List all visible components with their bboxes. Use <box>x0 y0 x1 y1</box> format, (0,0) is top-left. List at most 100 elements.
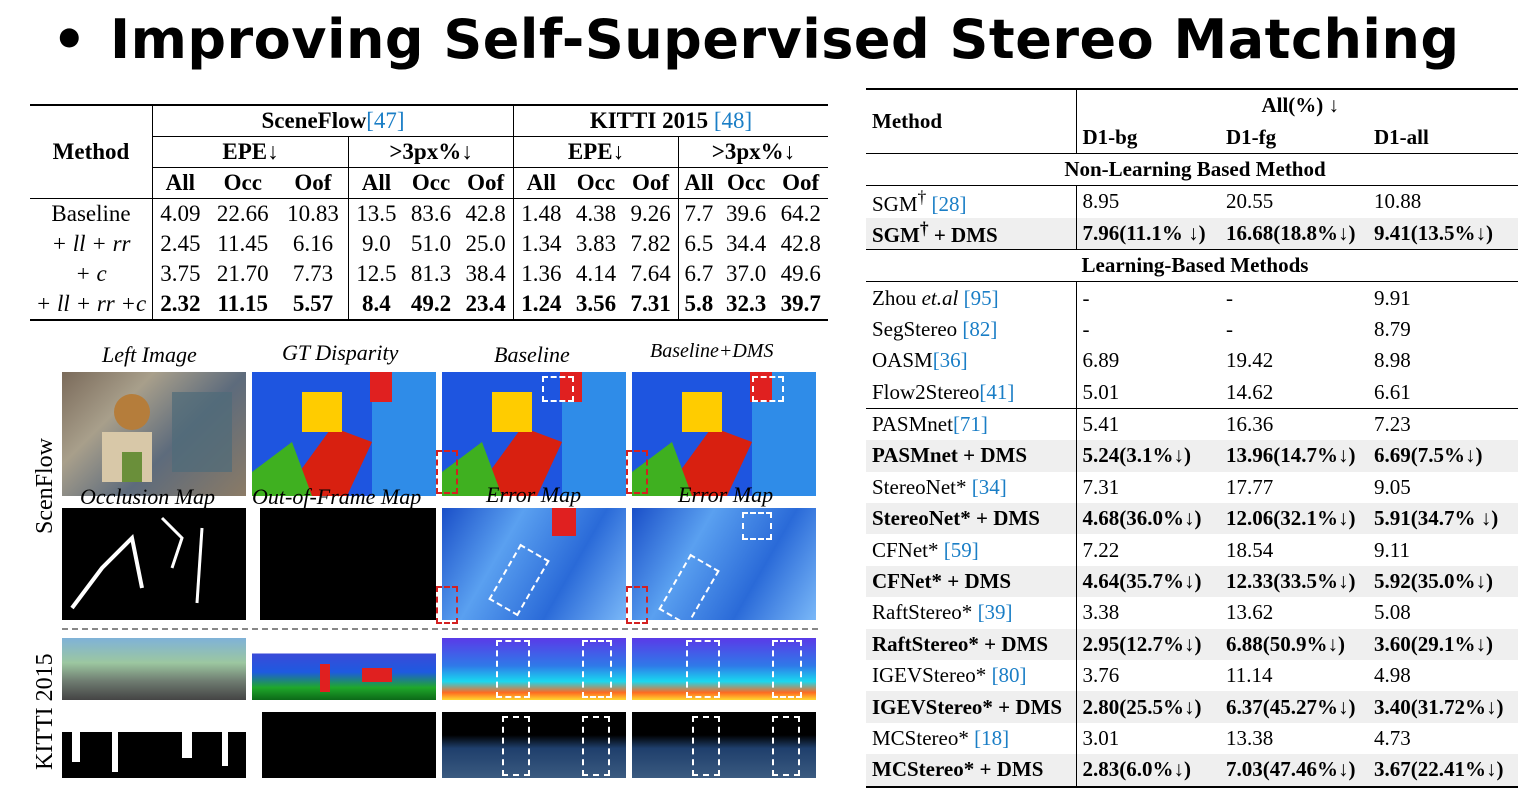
ablation-value-cell: 1.36 <box>512 259 569 289</box>
result-row: CFNet* [59] 7.22 18.54 9.11 <box>866 534 1518 566</box>
subcol-header: Occ <box>403 167 459 199</box>
value-cell: 7.03(47.46%↓) <box>1220 754 1368 788</box>
subheader-d1-bg: D1-bg <box>1075 121 1220 154</box>
value-cell: 7.22 <box>1075 534 1220 566</box>
out-of-frame-map <box>252 508 436 620</box>
ablation-method-cell: + ll + rr +c <box>30 289 153 321</box>
col-label-baseline: Baseline <box>494 342 570 367</box>
value-cell: - <box>1226 316 1233 341</box>
highlight-box <box>742 512 772 540</box>
ablation-value-cell: 13.5 <box>348 198 404 229</box>
ablation-value-cell: 9.26 <box>630 201 671 226</box>
ablation-value-cell: 49.2 <box>403 289 459 321</box>
result-row: MCStereo* + DMS 2.83(6.0%↓) 7.03(47.46%↓) 3… <box>866 754 1518 788</box>
subcol-header: All <box>348 167 404 199</box>
method-name: MCStereo* <box>872 726 975 750</box>
col-label-error-map-dms: Error Map <box>678 482 774 507</box>
title-text: Improving Self-Supervised Stereo Matchin… <box>110 8 1460 71</box>
value-cell: 2.80(25.5%↓) <box>1075 691 1220 723</box>
disparity-graphic <box>442 372 626 496</box>
value-cell: 20.55 <box>1226 189 1274 214</box>
metric-group: >3px%↓ <box>677 136 828 168</box>
value-cell: 12.06(32.1%↓) <box>1220 503 1368 535</box>
ablation-value-cell: 51.0 <box>410 231 452 256</box>
highlight-box <box>686 640 720 698</box>
highlight-box <box>772 716 800 776</box>
red-highlight-box <box>626 586 648 624</box>
ablation-value-cell: 11.45 <box>217 231 269 256</box>
value-cell: 3.67(22.41%↓) <box>1368 754 1518 788</box>
result-row: PASMnet[71] 5.41 16.36 7.23 <box>866 408 1518 441</box>
value-cell: 3.76 <box>1075 660 1220 692</box>
ablation-value-cell: 4.14 <box>575 261 617 286</box>
ablation-row: Baseline 4.09 22.66 10.83 13.5 83.6 42.8 1.48 4.… <box>30 198 828 229</box>
left-image-sceneflow <box>62 372 246 496</box>
disparity-object <box>362 668 392 682</box>
title-bullet: • <box>52 8 88 71</box>
ablation-value-cell: 1.24 <box>512 289 569 321</box>
ablation-value-cell: 49.6 <box>780 261 821 286</box>
method-suffix: + DMS <box>928 223 998 248</box>
value-cell: 17.77 <box>1226 474 1274 499</box>
value-cell: 6.37(45.27%↓) <box>1220 691 1368 723</box>
method-ref: [39] <box>977 600 1013 625</box>
left-image-graphic <box>102 392 232 482</box>
value-cell: 19.42 <box>1226 348 1274 373</box>
value-cell: 13.38 <box>1226 726 1274 750</box>
result-row: CFNet* + DMS 4.64(35.7%↓) 12.33(33.5%↓) 5.9… <box>866 565 1518 598</box>
method-cell: StereoNet* + DMS <box>866 503 1076 535</box>
occlusion-map-kitti <box>62 712 246 778</box>
ablation-value-cell: 42.8 <box>780 231 821 256</box>
ablation-value-cell: 4.38 <box>575 201 617 226</box>
section-row: Non-Learning Based Method <box>866 153 1518 187</box>
value-cell: 8.95 <box>1075 185 1220 218</box>
method-name: SGM <box>872 191 918 216</box>
col-label-occlusion: Occlusion Map <box>80 484 216 509</box>
error-region <box>552 508 576 536</box>
method-cell: Zhou et.al [95] <box>866 282 1076 314</box>
value-cell: 6.88(50.9%↓) <box>1220 628 1368 661</box>
result-row: StereoNet* [34] 7.31 17.77 9.05 <box>866 471 1518 504</box>
value-cell: 6.89 <box>1075 345 1220 377</box>
ablation-value-cell: 6.16 <box>292 231 334 256</box>
highlight-box <box>752 376 784 402</box>
highlight-box <box>772 640 802 698</box>
value-cell: 11.14 <box>1226 663 1273 688</box>
ablation-value-cell: 21.70 <box>216 261 269 286</box>
ablation-method-cell: + c <box>75 261 107 286</box>
value-cell: 5.24(3.1%↓) <box>1075 440 1220 472</box>
method-cell: SGM† [28] <box>866 186 1076 218</box>
subcol-header: All <box>512 167 569 199</box>
gt-disparity-kitti <box>252 638 436 700</box>
method-name: RaftStereo* + DMS <box>872 631 1049 656</box>
subcol-header: Oof <box>773 167 828 199</box>
method-ref: [41] <box>979 379 1015 404</box>
value-cell: 10.88 <box>1374 189 1422 214</box>
method-name: PASMnet <box>872 412 953 437</box>
subheader-d1-all: D1-all <box>1368 121 1518 154</box>
value-cell: - <box>1075 313 1220 346</box>
value-cell: 9.05 <box>1374 474 1411 499</box>
col-label-baseline-dms: Baseline+DMS <box>650 340 774 362</box>
method-italic: et.al <box>921 285 959 310</box>
ablation-value-cell: 32.3 <box>718 289 774 321</box>
dataset-kitti: KITTI 2015 [48] <box>513 104 828 137</box>
result-row: IGEVStereo* [80] 3.76 11.14 4.98 <box>866 660 1518 692</box>
ablation-value-cell: 7.7 <box>677 198 719 229</box>
value-cell: 2.83(6.0%↓) <box>1075 754 1220 788</box>
dataset-sceneflow: SceneFlow[47] <box>152 104 514 137</box>
result-row: PASMnet + DMS 5.24(3.1%↓) 13.96(14.7%↓) 6.6… <box>866 440 1518 472</box>
highlight-box <box>582 716 610 776</box>
method-ref: [36] <box>932 348 968 373</box>
subcol-header: Occ <box>718 167 774 199</box>
subcol-header: All <box>151 167 208 199</box>
result-row: StereoNet* + DMS 4.68(36.0%↓) 12.06(32.1%↓… <box>866 503 1518 535</box>
value-cell: 4.98 <box>1374 663 1411 688</box>
ablation-body: Baseline 4.09 22.66 10.83 13.5 83.6 42.8 1.48 4.… <box>30 198 828 321</box>
red-highlight-box <box>436 450 458 494</box>
method-cell: MCStereo* + DMS <box>866 754 1076 788</box>
value-cell: 5.08 <box>1374 600 1411 625</box>
disparity-graphic <box>252 372 436 496</box>
ablation-value-cell: 3.83 <box>575 231 617 256</box>
value-cell: 6.69(7.5%↓) <box>1368 440 1518 472</box>
